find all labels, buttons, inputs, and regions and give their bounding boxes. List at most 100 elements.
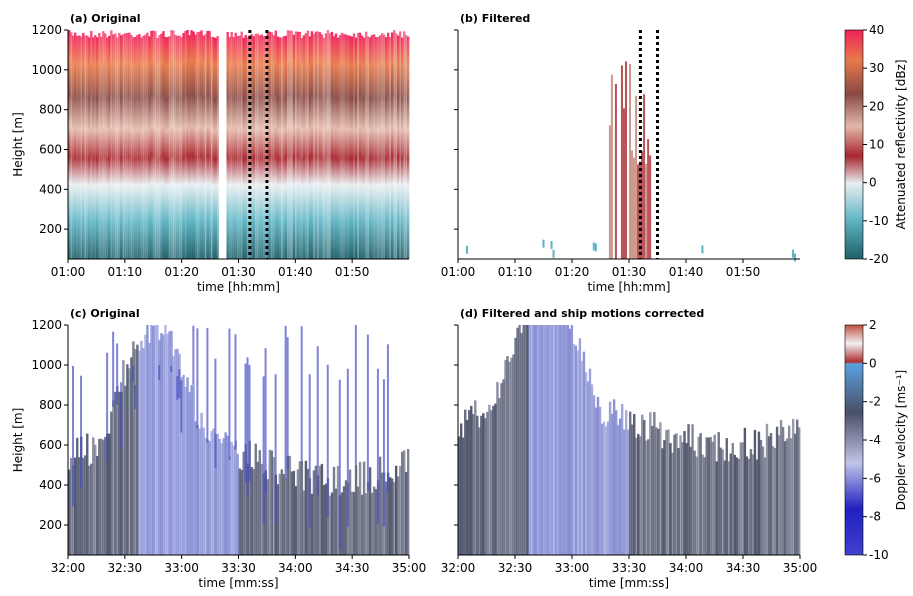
texture <box>614 410 618 555</box>
texture <box>250 33 253 260</box>
texture <box>715 461 718 555</box>
texture <box>74 457 77 555</box>
texture <box>112 34 115 259</box>
texture <box>793 253 796 262</box>
texture <box>328 495 332 555</box>
texture <box>324 483 328 555</box>
colorbar-label: Doppler velocity [ms⁻¹] <box>894 370 908 510</box>
texture <box>170 365 173 372</box>
texture <box>202 427 205 555</box>
x-axis-label: time [hh:mm] <box>588 280 671 294</box>
texture <box>386 344 389 493</box>
texture <box>458 436 461 555</box>
texture <box>124 33 127 260</box>
texture <box>612 399 616 555</box>
texture <box>70 32 73 259</box>
texture <box>240 31 243 260</box>
texture <box>146 32 149 259</box>
texture <box>354 37 358 260</box>
texture <box>218 438 221 555</box>
texture <box>701 454 704 555</box>
texture <box>629 63 632 259</box>
texture <box>328 33 332 260</box>
texture <box>198 428 201 555</box>
texture <box>300 461 304 555</box>
texture <box>326 364 329 518</box>
texture <box>284 325 287 481</box>
x-tick-label: 33:30 <box>221 561 256 575</box>
texture <box>504 360 507 555</box>
texture <box>298 31 302 259</box>
texture <box>576 350 580 555</box>
texture <box>578 338 582 555</box>
texture <box>88 37 91 260</box>
texture <box>118 32 121 259</box>
texture <box>230 442 233 555</box>
texture <box>72 365 75 507</box>
colorbar-tick-label: 10 <box>869 138 884 152</box>
colorbar <box>844 324 864 556</box>
texture <box>659 422 662 555</box>
texture <box>622 429 626 555</box>
texture <box>743 427 747 555</box>
texture <box>200 30 203 260</box>
texture <box>350 491 354 555</box>
texture <box>192 325 195 384</box>
texture <box>749 449 753 555</box>
texture <box>376 368 379 525</box>
texture <box>246 463 249 555</box>
texture <box>306 30 310 260</box>
texture <box>633 157 636 259</box>
texture <box>112 400 115 555</box>
texture <box>210 37 213 260</box>
texture <box>318 32 322 259</box>
texture <box>560 325 564 555</box>
texture <box>392 30 396 260</box>
texture <box>80 375 83 488</box>
texture <box>184 30 187 260</box>
texture <box>284 35 288 260</box>
texture <box>480 415 483 555</box>
texture <box>376 36 380 260</box>
texture <box>316 31 320 260</box>
texture <box>148 36 151 259</box>
texture <box>669 443 672 555</box>
texture <box>222 438 225 555</box>
texture <box>340 32 344 259</box>
texture <box>276 36 280 259</box>
texture <box>216 36 219 259</box>
texture <box>130 34 133 259</box>
texture <box>622 108 625 259</box>
texture <box>366 481 370 555</box>
texture <box>769 433 773 555</box>
texture <box>346 368 349 527</box>
texture <box>797 427 801 555</box>
texture <box>174 349 177 555</box>
texture <box>374 36 378 259</box>
texture <box>542 239 545 248</box>
texture <box>610 413 614 555</box>
texture <box>226 31 229 259</box>
texture <box>132 365 135 382</box>
texture <box>100 36 103 259</box>
texture <box>198 31 201 259</box>
texture <box>256 33 259 260</box>
texture <box>496 382 499 555</box>
texture <box>240 469 243 555</box>
texture <box>362 37 366 259</box>
texture <box>366 334 369 492</box>
x-tick-label: 34:00 <box>278 561 313 575</box>
texture <box>84 35 87 259</box>
texture <box>350 36 354 260</box>
texture <box>542 325 545 555</box>
texture <box>777 435 781 555</box>
texture <box>144 34 147 259</box>
texture <box>182 32 185 259</box>
texture <box>402 31 406 259</box>
y-tick-label: 400 <box>39 182 62 196</box>
texture <box>138 34 141 259</box>
texture <box>250 467 253 555</box>
colorbar-label: Attenuated reflectivity [dBz] <box>894 59 908 229</box>
texture <box>608 401 612 555</box>
texture <box>118 391 121 555</box>
